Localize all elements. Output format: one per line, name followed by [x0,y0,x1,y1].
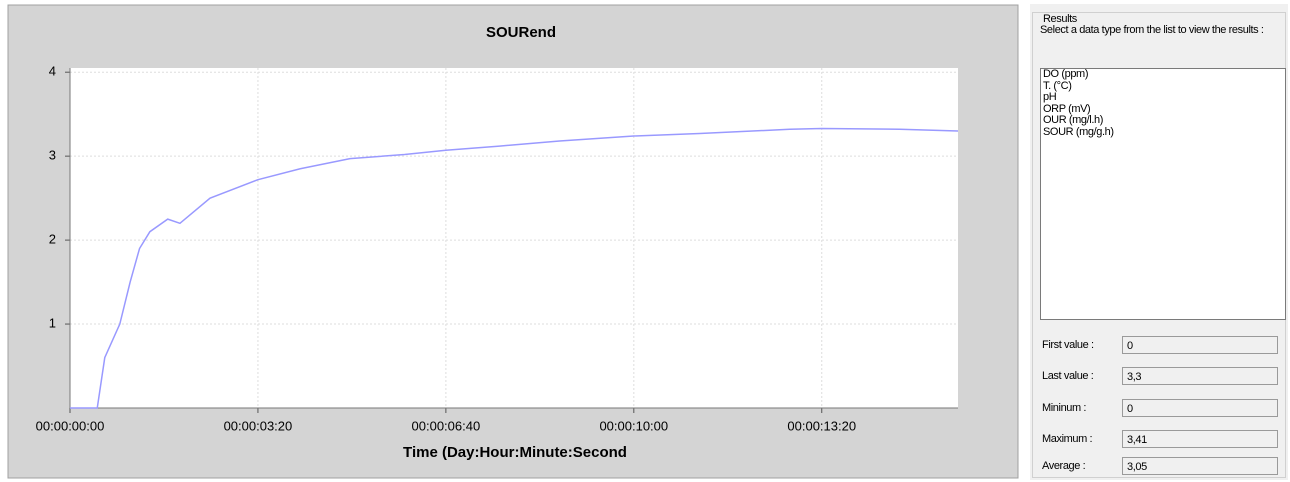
y-tick-label: 1 [49,315,56,330]
plot-area [70,68,958,408]
y-tick-label: 2 [49,232,56,247]
field-value: 3,3 [1122,367,1278,385]
list-item[interactable]: T. (°C) [1043,79,1072,92]
field-label: Mininum : [1042,402,1087,414]
results-panel: Results Select a data type from the list… [1030,4,1288,480]
x-tick-label: 00:00:00:00 [36,418,105,433]
x-axis-label: Time (Day:Hour:Minute:Second [403,444,627,461]
field-value: 3,05 [1122,457,1278,475]
instruction: Select a data type from the list to view… [1040,24,1264,36]
field-label: First value : [1042,339,1094,351]
field-value: 0 [1122,399,1278,417]
chart: SOURend Time (Day:Hour:Minute:Second 1 2 3… [7,4,1019,479]
list-item[interactable]: pH [1043,91,1057,103]
field-value: 3,41 [1122,430,1278,448]
list-item[interactable]: OUR (mg/l.h) [1043,114,1103,126]
group-title: Results [1041,13,1079,25]
y-tick-label: 3 [49,148,56,163]
chart-title: SOURend [486,24,556,41]
x-tick-label: 00:00:03:20 [224,418,293,433]
field-label: Average : [1042,460,1086,472]
y-tick-label: 4 [49,64,56,79]
field-label: Maximum : [1042,433,1093,445]
list-item[interactable]: ORP (mV) [1043,102,1091,115]
field-label: Last value : [1042,370,1094,382]
data-line [70,127,959,409]
list-item[interactable]: SOUR (mg/g.h) [1043,125,1114,138]
x-tick-label: 00:00:13:20 [787,418,856,433]
data-type-list[interactable]: DO (ppm) T. (°C) pH ORP (mV) OUR (mg/l.h) SOU… [1040,68,1286,320]
field-value: 0 [1122,336,1278,354]
x-tick-label: 00:00:10:00 [599,418,668,433]
list-item[interactable]: DO (ppm) [1043,68,1089,80]
x-tick-label: 00:00:06:40 [412,418,481,433]
